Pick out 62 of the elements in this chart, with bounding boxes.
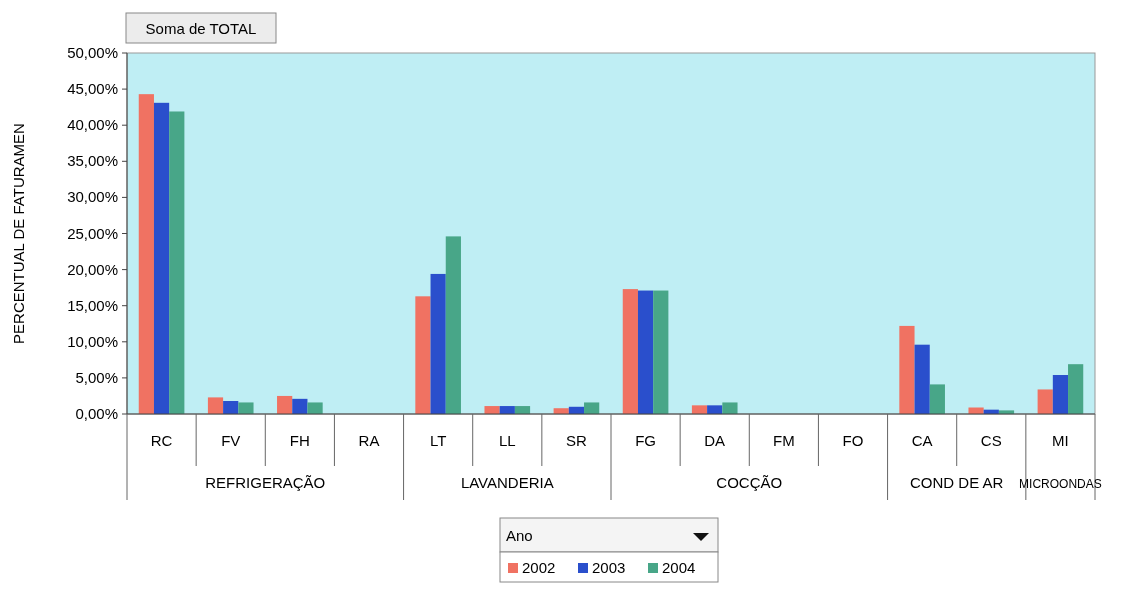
legend-label: 2004 [662, 559, 696, 576]
text: COND DE AR [910, 474, 1004, 491]
bar [707, 405, 723, 414]
x-tick-label: FG [635, 432, 656, 449]
x-tick-label: RC [150, 432, 173, 449]
x-tick-label: SR [566, 432, 588, 449]
bar [722, 402, 738, 414]
bar [307, 402, 323, 414]
text: MICROONDAS [1019, 477, 1102, 491]
bar [653, 290, 669, 414]
bar [445, 236, 461, 414]
bar [584, 402, 600, 414]
bar [622, 289, 638, 414]
bar [153, 102, 170, 414]
x-tick-label: CA [911, 432, 933, 449]
y-tick-label: 40,00% [67, 116, 118, 134]
bar [484, 406, 500, 414]
y-tick-label: 25,00% [67, 224, 118, 242]
bar [292, 398, 308, 414]
x-tick-label: MI [1052, 432, 1069, 449]
bar [415, 296, 431, 414]
bar [691, 405, 708, 414]
bar [1037, 389, 1053, 414]
x-tick-label: CS [980, 432, 1002, 449]
x-tick-label: LL [498, 432, 516, 449]
text: COCÇÃO [716, 474, 783, 491]
y-tick-label: 0,00% [75, 405, 118, 422]
y-tick-label: 30,00% [67, 188, 118, 206]
y-axis-title: PERCENTUAL DE FATURAMEN [10, 123, 27, 344]
y-tick-label: 35,00% [67, 152, 118, 170]
legend-label: 2003 [592, 559, 626, 576]
x-tick-label: FM [773, 432, 795, 449]
y-tick-label: 5,00% [75, 368, 118, 386]
y-tick-label: 50,00% [67, 44, 118, 61]
bar [207, 397, 224, 414]
text: LAVANDERIA [460, 474, 554, 491]
bar [430, 273, 446, 414]
text: REFRIGERAÇÃO [205, 474, 326, 491]
x-tick-label: FO [842, 432, 864, 449]
bar [223, 401, 239, 414]
y-tick-label: 15,00% [67, 296, 118, 314]
bar [277, 395, 293, 414]
x-tick-label: DA [704, 432, 726, 449]
bar [169, 111, 185, 414]
x-tick-label: FV [221, 432, 241, 449]
bar [899, 325, 915, 414]
bar [637, 290, 654, 414]
x-tick-label: RA [358, 432, 380, 449]
y-tick-label: 20,00% [67, 260, 118, 278]
y-tick-label: 45,00% [67, 80, 118, 98]
x-tick-label: FH [289, 432, 310, 449]
x-tick-label: LT [429, 432, 447, 449]
bar [1068, 364, 1084, 414]
legend-title: Ano [506, 527, 533, 544]
bar [914, 344, 930, 414]
legend-label: 2002 [522, 559, 556, 576]
bar [1052, 375, 1069, 414]
bar [238, 402, 254, 414]
bar [138, 94, 154, 414]
chart-title: Soma de TOTAL [145, 20, 257, 37]
bar [929, 384, 945, 414]
y-tick-label: 10,00% [67, 332, 118, 350]
